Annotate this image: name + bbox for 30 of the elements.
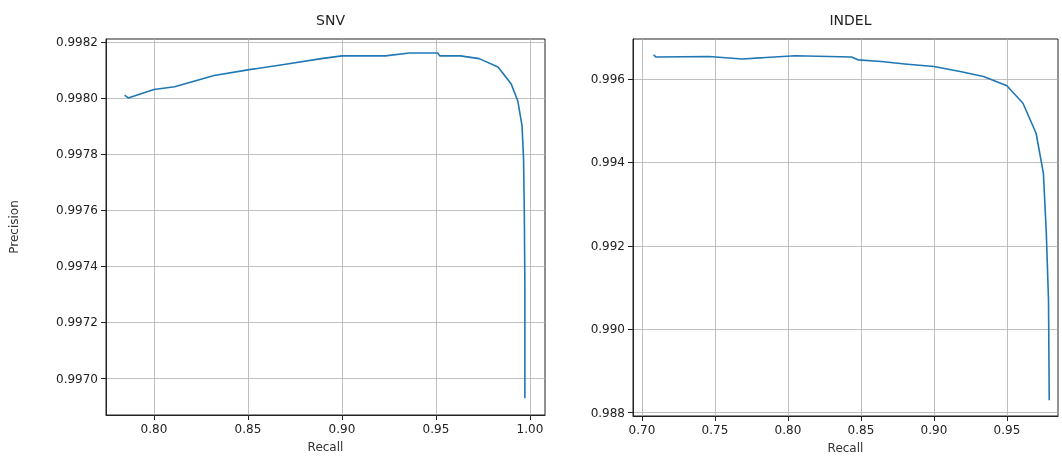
y-tick-label: 0.988: [590, 405, 625, 420]
x-tick-label: 1.00: [516, 422, 544, 436]
x-tick-label: 0.90: [328, 422, 356, 436]
y-tick-label: 0.990: [590, 322, 625, 337]
y-tick-label: 0.9980: [56, 90, 98, 105]
x-axis-title: Recall: [827, 441, 864, 455]
x-tick-label: 0.70: [628, 423, 656, 437]
y-tick-label: 0.9978: [56, 147, 98, 162]
line-series: [652, 54, 1051, 401]
chart-title: SNV: [316, 12, 346, 28]
line-series: [123, 52, 526, 399]
x-tick-label: 0.95: [993, 423, 1021, 437]
y-tick-label: 0.9976: [56, 203, 98, 218]
x-axis-title: Recall: [307, 440, 344, 454]
y-tick-label: 0.9972: [56, 315, 98, 330]
x-tick-label: 0.75: [701, 423, 729, 437]
x-tick-label: 0.80: [140, 422, 168, 436]
y-tick-label: 0.9982: [56, 34, 98, 49]
x-tick-label: 0.85: [847, 423, 875, 437]
x-tick-label: 0.85: [234, 422, 262, 436]
y-tick-label: 0.994: [590, 155, 625, 170]
x-tick-label: 0.90: [920, 423, 948, 437]
chart-title: INDEL: [829, 12, 872, 28]
y-tick-label: 0.996: [590, 72, 625, 87]
y-tick-label: 0.9970: [56, 371, 98, 386]
x-tick-label: 0.95: [422, 422, 450, 436]
x-tick-label: 0.80: [774, 423, 802, 437]
y-tick-label: 0.9974: [56, 259, 98, 274]
y-tick-label: 0.992: [590, 238, 625, 253]
y-axis-title: Precision: [7, 200, 21, 254]
